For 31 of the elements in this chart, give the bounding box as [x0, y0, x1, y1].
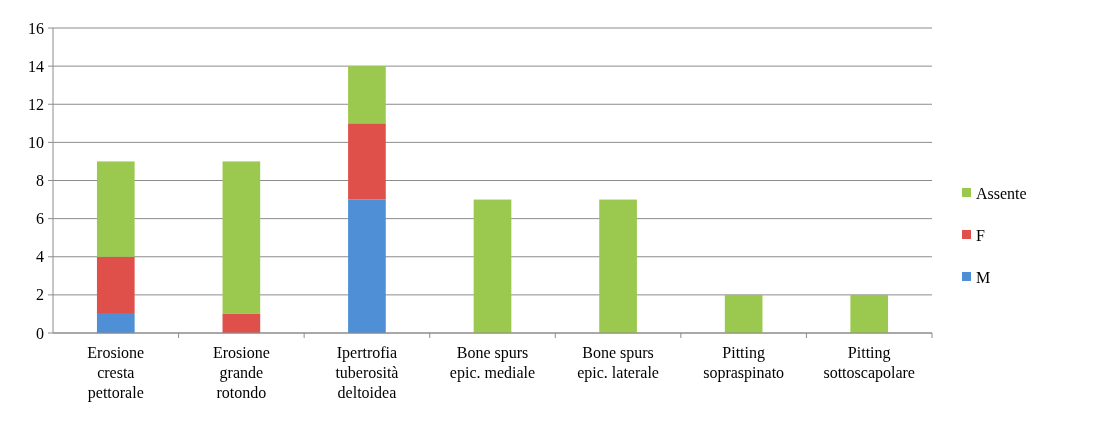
x-tick-label: Erosione grande rotondo [212, 344, 270, 401]
bar [599, 199, 637, 333]
y-tick-label: 10 [28, 133, 44, 151]
bar [348, 123, 386, 200]
bar [724, 294, 763, 333]
y-tick-label: 8 [36, 172, 44, 190]
x-tick-label: Bone spurs epic. laterale [577, 344, 659, 382]
y-tick-label: 6 [36, 210, 44, 228]
y-tick-label: 16 [28, 19, 44, 37]
bar [222, 313, 261, 333]
x-tick-label: Pitting sopraspinato [703, 344, 785, 382]
x-tick-label: Bone spurs epic. mediale [449, 344, 536, 382]
bar [850, 294, 889, 333]
y-tick-label: 2 [36, 286, 44, 304]
bar [96, 161, 135, 257]
x-tick-label: Ipertrofia tuberosità deltoidea [335, 344, 399, 401]
legend-label: Assente [976, 184, 1027, 202]
bar [473, 199, 512, 333]
y-tick-label: 12 [28, 95, 44, 113]
legend-label: F [976, 226, 985, 244]
bar [96, 256, 135, 314]
bar [96, 313, 135, 333]
y-tick-label: 4 [36, 248, 44, 266]
y-tick-label: 14 [28, 57, 44, 75]
x-tick-label: Pitting sottoscapolare [823, 344, 915, 382]
bar [348, 199, 386, 333]
bar [222, 161, 261, 314]
bar [348, 66, 386, 124]
legend-label: M [976, 268, 991, 286]
x-tick-label: Erosione cresta pettorale [87, 344, 145, 402]
y-tick-label: 0 [36, 324, 44, 342]
